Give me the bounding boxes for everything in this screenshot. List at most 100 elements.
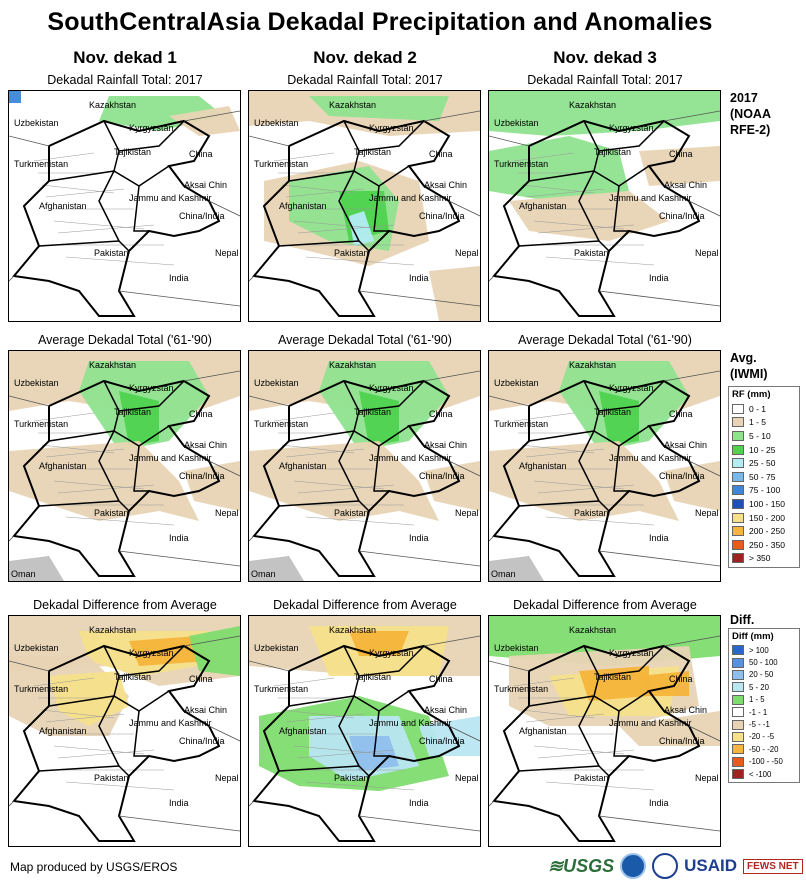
place-label-turkmenistan: Turkmenistan xyxy=(14,419,68,429)
province-boundary xyxy=(513,152,575,162)
country-border xyxy=(373,185,389,232)
precipitation-area xyxy=(9,441,199,521)
rainfall-legend-item: 50 - 75 xyxy=(732,470,796,484)
row-label-rainfall-line-3: RFE-2) xyxy=(730,123,771,137)
place-label-aksai_chin: Aksai Chin xyxy=(184,705,227,715)
map-rainfall-dekad-3: Kazakhstan Uzbekistan Kyrgyzstan Tajikistan… xyxy=(488,90,721,322)
precipitation-area xyxy=(184,461,240,511)
precipitation-area xyxy=(599,391,639,446)
province-boundary xyxy=(57,484,155,494)
rainfall-legend-swatch xyxy=(732,512,744,523)
place-label-china_india: China/India xyxy=(419,471,465,481)
rainfall-legend-label: 75 - 100 xyxy=(749,485,781,496)
place-label-pakistan: Pakistan xyxy=(334,248,369,258)
difference-legend-item: -100 - -50 xyxy=(732,756,796,768)
row-label-average: Avg. (IWMI) xyxy=(730,350,767,382)
place-label-kyrgyzstan: Kyrgyzstan xyxy=(129,123,174,133)
difference-legend-swatch xyxy=(732,707,744,718)
row-label-difference: Diff. xyxy=(730,613,755,627)
place-label-kazakhstan: Kazakhstan xyxy=(329,360,376,370)
rainfall-legend-swatch xyxy=(732,498,744,509)
country-border xyxy=(288,170,355,182)
place-label-tajikistan: Tajikistan xyxy=(594,672,631,682)
country-border xyxy=(578,695,600,767)
footer-credit: Map produced by USGS/EROS xyxy=(10,860,178,874)
country-border xyxy=(593,675,650,712)
province-boundary xyxy=(297,484,395,494)
place-label-uzbekistan: Uzbekistan xyxy=(254,643,299,653)
precipitation-area xyxy=(509,191,669,241)
place-label-pakistan: Pakistan xyxy=(334,773,369,783)
country-border xyxy=(48,430,115,442)
place-label-tajikistan: Tajikistan xyxy=(594,407,631,417)
map-difference-dekad-1: Kazakhstan Uzbekistan Kyrgyzstan Tajikistan… xyxy=(8,615,241,847)
place-label-oman: Oman xyxy=(11,569,36,579)
place-label-turkmenistan: Turkmenistan xyxy=(14,159,68,169)
rainfall-legend-swatch xyxy=(732,471,744,482)
rainfall-legend-item: 75 - 100 xyxy=(732,484,796,498)
province-boundary xyxy=(513,412,575,422)
place-label-pakistan: Pakistan xyxy=(334,508,369,518)
difference-legend-swatch xyxy=(732,682,744,693)
place-label-uzbekistan: Uzbekistan xyxy=(254,378,299,388)
country-border xyxy=(373,445,389,492)
place-label-uzbekistan: Uzbekistan xyxy=(254,118,299,128)
place-label-nepal: Nepal xyxy=(695,773,719,783)
country-border xyxy=(103,380,185,412)
rainfall-legend-swatch xyxy=(732,417,744,428)
province-boundary xyxy=(297,749,395,759)
rainfall-legend-swatch xyxy=(732,403,744,414)
neighbor-border xyxy=(249,635,480,832)
place-label-kazakhstan: Kazakhstan xyxy=(329,625,376,635)
precipitation-area xyxy=(664,461,720,511)
country-border xyxy=(343,380,425,412)
map-rainfall-dekad-2: Kazakhstan Uzbekistan Kyrgyzstan Tajikistan… xyxy=(248,90,481,322)
place-label-kyrgyzstan: Kyrgyzstan xyxy=(129,383,174,393)
country-border xyxy=(133,445,149,492)
precipitation-area xyxy=(424,461,480,511)
column-header-dekad-1: Nov. dekad 1 xyxy=(73,48,177,67)
place-label-afghanistan: Afghanistan xyxy=(39,726,87,736)
difference-legend-label: -50 - -20 xyxy=(749,744,779,754)
place-label-uzbekistan: Uzbekistan xyxy=(14,378,59,388)
place-label-jammu: Jammu and Kashmir xyxy=(609,193,692,203)
precipitation-area xyxy=(169,106,240,136)
country-border xyxy=(578,170,600,242)
rainfall-legend-label: 1 - 5 xyxy=(749,417,767,428)
usaid-logo: USAID xyxy=(684,856,737,875)
difference-legend-label: < -100 xyxy=(749,769,772,779)
map-canvas: Kazakhstan Uzbekistan Kyrgyzstan Tajikistan… xyxy=(249,616,480,842)
rainfall-legend-label: 200 - 250 xyxy=(749,526,785,537)
place-label-turkmenistan: Turkmenistan xyxy=(494,159,548,169)
rainfall-legend-swatch xyxy=(732,526,744,537)
place-label-afghanistan: Afghanistan xyxy=(39,461,87,471)
place-label-uzbekistan: Uzbekistan xyxy=(494,378,539,388)
province-boundary xyxy=(273,152,335,162)
country-border xyxy=(338,170,360,242)
difference-legend-swatch xyxy=(732,744,744,755)
rainfall-legend-label: 0 - 1 xyxy=(749,403,767,414)
rainfall-legend-item: 250 - 350 xyxy=(732,538,796,552)
difference-legend-swatch xyxy=(732,657,744,668)
difference-legend-label: -1 - 1 xyxy=(749,707,768,717)
province-boundary xyxy=(533,745,625,755)
province-boundary xyxy=(537,749,635,759)
place-label-oman: Oman xyxy=(251,569,276,579)
usaid-seal-icon xyxy=(652,853,679,879)
place-label-india: India xyxy=(649,798,669,808)
province-boundary xyxy=(273,677,335,687)
map-canvas: Kazakhstan Uzbekistan Kyrgyzstan Tajikistan… xyxy=(9,91,240,317)
rainfall-legend-label: 25 - 50 xyxy=(749,458,776,469)
difference-legend-item: 1 - 5 xyxy=(732,694,796,706)
place-label-china_india: China/India xyxy=(419,211,465,221)
place-label-china: China xyxy=(189,674,213,684)
region-outline xyxy=(12,379,221,577)
difference-legend-title: Diff (mm) xyxy=(732,631,774,642)
precipitation-area xyxy=(489,441,679,521)
place-label-tajikistan: Tajikistan xyxy=(114,147,151,157)
place-label-kazakhstan: Kazakhstan xyxy=(569,625,616,635)
country-border xyxy=(583,380,665,412)
region-outline xyxy=(12,644,221,842)
place-label-nepal: Nepal xyxy=(215,508,239,518)
difference-legend-label: 5 - 20 xyxy=(749,682,769,692)
